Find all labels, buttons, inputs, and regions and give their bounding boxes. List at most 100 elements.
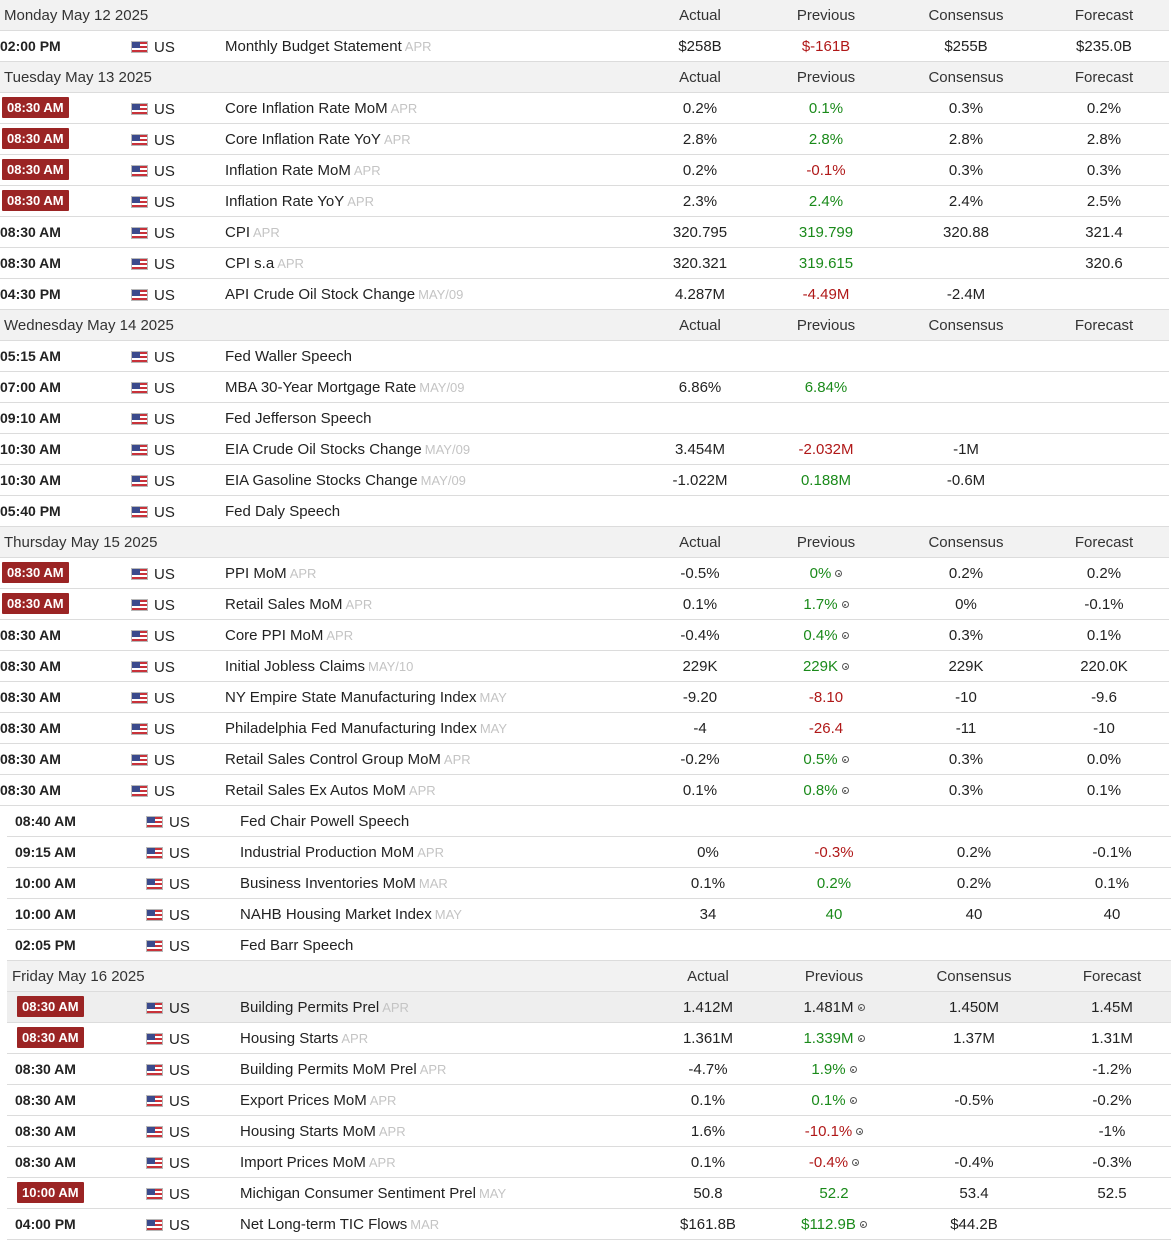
event-row[interactable]: 08:30 AM US Housing Starts APR 1.361M 1.339M 1… — [7, 1023, 1171, 1054]
event-name-link[interactable]: CPI s.a APR — [225, 255, 304, 272]
event-row[interactable]: 08:30 AM US Inflation Rate MoM APR 0.2% -0.1%… — [0, 155, 1169, 186]
event-row[interactable]: 10:30 AM US EIA Crude Oil Stocks Change MAY… — [0, 434, 1169, 465]
column-header-actual[interactable]: Actual — [679, 534, 721, 551]
event-row[interactable]: 08:30 AM US NY Empire State Manufacturing … — [0, 682, 1169, 713]
event-name[interactable]: Business Inventories MoM — [240, 875, 416, 892]
event-name-link[interactable]: Retail Sales MoM APR — [225, 596, 372, 613]
event-name[interactable]: Fed Barr Speech — [240, 937, 354, 954]
revised-icon[interactable] — [849, 1066, 857, 1073]
revised-icon[interactable] — [849, 1097, 857, 1104]
event-row[interactable]: 10:00 AM US NAHB Housing Market Index MAY 34… — [7, 899, 1171, 930]
column-header-consensus[interactable]: Consensus — [928, 317, 1004, 334]
event-row[interactable]: 08:30 AM US CPI s.a APR 320.321 319.615 320.6 — [0, 248, 1169, 279]
event-row[interactable]: 08:30 AM US Export Prices MoM APR 0.1% 0.1% -0… — [7, 1085, 1171, 1116]
column-header-consensus[interactable]: Consensus — [928, 534, 1004, 551]
event-name-link[interactable]: Net Long-term TIC Flows MAR — [240, 1216, 439, 1233]
event-name-link[interactable]: Business Inventories MoM MAR — [240, 875, 448, 892]
revised-icon[interactable] — [835, 570, 843, 577]
event-name[interactable]: Michigan Consumer Sentiment Prel — [240, 1185, 476, 1202]
event-name-link[interactable]: Housing Starts MoM APR — [240, 1123, 406, 1140]
event-name[interactable]: Industrial Production MoM — [240, 844, 415, 861]
event-name-link[interactable]: Housing Starts APR — [240, 1030, 368, 1047]
column-header-previous[interactable]: Previous — [804, 968, 864, 985]
event-name[interactable]: Retail Sales Control Group MoM — [225, 751, 441, 768]
column-header-previous[interactable]: Previous — [796, 69, 856, 86]
revised-icon[interactable] — [842, 663, 850, 670]
event-row[interactable]: 08:30 AM US PPI MoM APR -0.5% 0% 0.2% 0.2% — [0, 558, 1169, 589]
event-row[interactable]: 08:30 AM US Core Inflation Rate MoM APR 0.2%… — [0, 93, 1169, 124]
revised-icon[interactable] — [852, 1159, 860, 1166]
column-header-actual[interactable]: Actual — [679, 7, 721, 24]
revised-icon[interactable] — [841, 632, 849, 639]
revised-icon[interactable] — [841, 601, 849, 608]
event-name[interactable]: EIA Gasoline Stocks Change — [225, 472, 418, 489]
event-name[interactable]: Core Inflation Rate MoM — [225, 100, 388, 117]
event-name-link[interactable]: Retail Sales Control Group MoM APR — [225, 751, 471, 768]
event-name-link[interactable]: Building Permits MoM Prel APR — [240, 1061, 446, 1078]
event-row[interactable]: 08:30 AM US Retail Sales Control Group MoM… — [0, 744, 1169, 775]
event-row[interactable]: 08:30 AM US Building Permits MoM Prel APR -4… — [7, 1054, 1171, 1085]
event-name[interactable]: PPI MoM — [225, 565, 287, 582]
event-name[interactable]: Import Prices MoM — [240, 1154, 366, 1171]
event-row[interactable]: 08:30 AM US Core Inflation Rate YoY APR 2.8%… — [0, 124, 1169, 155]
revised-icon[interactable] — [857, 1035, 865, 1042]
event-row[interactable]: 04:00 PM US Net Long-term TIC Flows MAR $161… — [7, 1209, 1171, 1240]
event-name-link[interactable]: Core Inflation Rate YoY APR — [225, 131, 411, 148]
revised-icon[interactable] — [859, 1221, 867, 1228]
event-name[interactable]: Export Prices MoM — [240, 1092, 367, 1109]
event-row[interactable]: 02:05 PM US Fed Barr Speech — [7, 930, 1171, 961]
event-name-link[interactable]: Core PPI MoM APR — [225, 627, 353, 644]
event-name[interactable]: Housing Starts — [240, 1030, 339, 1047]
event-name[interactable]: Inflation Rate YoY — [225, 193, 345, 210]
event-row[interactable]: 10:00 AM US Business Inventories MoM MAR 0.1… — [7, 868, 1171, 899]
column-header-consensus[interactable]: Consensus — [928, 69, 1004, 86]
event-row[interactable]: 08:30 AM US Building Permits Prel APR 1.412M… — [7, 992, 1171, 1023]
event-name[interactable]: Retail Sales Ex Autos MoM — [225, 782, 406, 799]
event-row[interactable]: 08:30 AM US Inflation Rate YoY APR 2.3% 2.4% 2… — [0, 186, 1169, 217]
event-row[interactable]: 08:30 AM US Philadelphia Fed Manufacturing… — [0, 713, 1169, 744]
revised-icon[interactable] — [856, 1128, 864, 1135]
event-name-link[interactable]: Import Prices MoM APR — [240, 1154, 396, 1171]
event-name-link[interactable]: API Crude Oil Stock Change MAY/09 — [225, 286, 463, 303]
event-name[interactable]: Fed Chair Powell Speech — [240, 813, 410, 830]
event-row[interactable]: 08:30 AM US Retail Sales Ex Autos MoM APR 0.… — [0, 775, 1169, 806]
column-header-previous[interactable]: Previous — [796, 534, 856, 551]
event-row[interactable]: 02:00 PM US Monthly Budget Statement APR $25… — [0, 31, 1169, 62]
event-name[interactable]: CPI — [225, 224, 251, 241]
event-name-link[interactable]: Core Inflation Rate MoM APR — [225, 100, 417, 117]
event-row[interactable]: 08:30 AM US Retail Sales MoM APR 0.1% 1.7% 0% -… — [0, 589, 1169, 620]
column-header-actual[interactable]: Actual — [679, 69, 721, 86]
event-name[interactable]: Fed Jefferson Speech — [225, 410, 372, 427]
column-header-previous[interactable]: Previous — [796, 317, 856, 334]
event-name-link[interactable]: EIA Gasoline Stocks Change MAY/09 — [225, 472, 466, 489]
event-row[interactable]: 09:15 AM US Industrial Production MoM APR 0%… — [7, 837, 1171, 868]
event-name[interactable]: Building Permits MoM Prel — [240, 1061, 417, 1078]
event-name[interactable]: Fed Daly Speech — [225, 503, 341, 520]
event-name-link[interactable]: Inflation Rate YoY APR — [225, 193, 374, 210]
event-row[interactable]: 09:10 AM US Fed Jefferson Speech — [0, 403, 1169, 434]
column-header-actual[interactable]: Actual — [687, 968, 729, 985]
event-row[interactable]: 08:30 AM US Core PPI MoM APR -0.4% 0.4% 0.3% 0.… — [0, 620, 1169, 651]
event-row[interactable]: 05:40 PM US Fed Daly Speech — [0, 496, 1169, 527]
column-header-forecast[interactable]: Forecast — [1074, 317, 1134, 334]
event-name-link[interactable]: CPI APR — [225, 224, 280, 241]
column-header-forecast[interactable]: Forecast — [1082, 968, 1142, 985]
column-header-consensus[interactable]: Consensus — [928, 7, 1004, 24]
event-name-link[interactable]: Initial Jobless Claims MAY/10 — [225, 658, 413, 675]
event-name[interactable]: Net Long-term TIC Flows — [240, 1216, 408, 1233]
event-row[interactable]: 10:00 AM US Michigan Consumer Sentiment Pr… — [7, 1178, 1171, 1209]
event-row[interactable]: 07:00 AM US MBA 30-Year Mortgage Rate MAY/0… — [0, 372, 1169, 403]
column-header-forecast[interactable]: Forecast — [1074, 69, 1134, 86]
revised-icon[interactable] — [841, 787, 849, 794]
event-name[interactable]: Core Inflation Rate YoY — [225, 131, 381, 148]
event-row[interactable]: 08:30 AM US CPI APR 320.795 319.799 320.88 321.… — [0, 217, 1169, 248]
event-name-link[interactable]: NY Empire State Manufacturing Index MAY — [225, 689, 507, 706]
event-name-link[interactable]: Industrial Production MoM APR — [240, 844, 444, 861]
event-name[interactable]: API Crude Oil Stock Change — [225, 286, 416, 303]
event-name[interactable]: Philadelphia Fed Manufacturing Index — [225, 720, 477, 737]
column-header-forecast[interactable]: Forecast — [1074, 534, 1134, 551]
column-header-forecast[interactable]: Forecast — [1074, 7, 1134, 24]
event-name-link[interactable]: Fed Jefferson Speech — [225, 410, 374, 427]
event-name-link[interactable]: Retail Sales Ex Autos MoM APR — [225, 782, 436, 799]
event-name[interactable]: Housing Starts MoM — [240, 1123, 376, 1140]
